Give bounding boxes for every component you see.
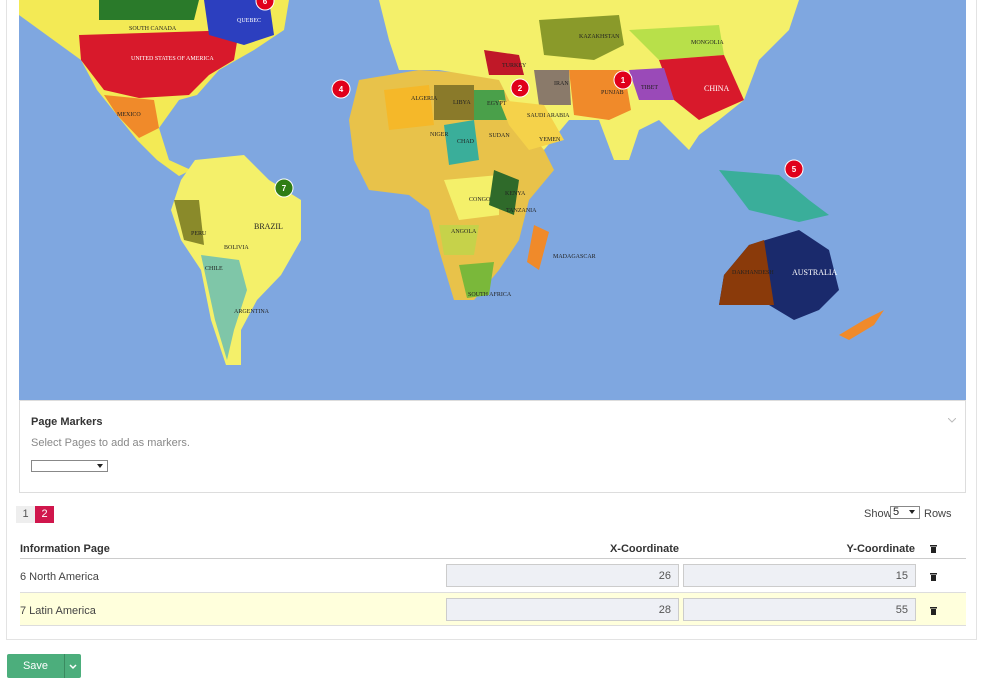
map-label: SUDAN xyxy=(489,133,510,139)
page-name: 6 North America xyxy=(20,571,99,583)
map-label: IRAN xyxy=(554,81,569,87)
map-label: TURKEY xyxy=(502,63,527,69)
y-input[interactable]: 15 xyxy=(683,564,916,587)
column-header: Y-Coordinate xyxy=(846,543,915,555)
map-label: CHILE xyxy=(205,266,223,272)
map-label: KENYA xyxy=(505,191,526,197)
region xyxy=(444,175,499,220)
delete-icon[interactable] xyxy=(930,606,937,618)
map-label: SOUTH AFRICA xyxy=(468,292,512,298)
y-input[interactable]: 55 xyxy=(683,598,916,621)
map-label: PERU xyxy=(191,231,207,237)
region xyxy=(444,120,479,165)
delete-icon[interactable] xyxy=(930,572,937,584)
marker-label: 1 xyxy=(621,76,626,85)
map-label: ARGENTINA xyxy=(234,309,270,315)
map-marker xyxy=(331,79,351,99)
marker-label: 4 xyxy=(339,85,344,94)
x-input[interactable]: 28 xyxy=(446,598,679,621)
map-label: PUNJAB xyxy=(601,90,624,96)
collapse-icon[interactable] xyxy=(948,418,956,424)
map-label: BOLIVIA xyxy=(224,245,249,251)
region xyxy=(629,25,724,60)
region xyxy=(104,95,159,138)
map-marker xyxy=(255,0,275,11)
panel-title: Page Markers xyxy=(31,416,103,428)
region xyxy=(534,70,571,105)
rows-label: Rows xyxy=(924,508,952,520)
page-markers-panel: Page Markers Select Pages to add as mark… xyxy=(19,400,966,493)
map-label: MONGOLIA xyxy=(691,40,724,46)
region xyxy=(474,90,509,120)
map-label: LIBYA xyxy=(453,100,471,106)
map-label: EGYPT xyxy=(487,101,507,107)
usa xyxy=(79,30,239,98)
map-label: AUSTRALIA xyxy=(792,268,838,277)
region xyxy=(484,50,524,75)
map-label: DAKHANDESH xyxy=(732,270,774,276)
x-input[interactable]: 26 xyxy=(446,564,679,587)
region xyxy=(434,85,474,120)
page-button[interactable]: 2 xyxy=(35,506,54,523)
marker-label: 6 xyxy=(263,0,268,6)
indonesia xyxy=(719,170,829,222)
divider xyxy=(20,592,966,593)
map-label: YEMEN xyxy=(539,137,561,143)
map-label: SOUTH CANADA xyxy=(129,26,177,32)
map-marker xyxy=(784,159,804,179)
map-label: MEXICO xyxy=(117,112,141,118)
region xyxy=(384,85,434,130)
map-label: CHINA xyxy=(704,84,730,93)
world-map: SOUTH CANADA QUEBEC UNITED STATES OF AMERI… xyxy=(19,0,966,401)
map-label: SAUDI ARABIA xyxy=(527,113,570,119)
madagascar xyxy=(527,225,549,270)
map-label: TIBET xyxy=(641,85,658,91)
region xyxy=(99,0,199,20)
map-label: NIGER xyxy=(430,132,448,138)
page-button[interactable]: 1 xyxy=(16,506,35,523)
region xyxy=(499,100,564,150)
new-zealand xyxy=(839,310,884,340)
page-name: 7 Latin America xyxy=(20,605,96,617)
map-label: TANZANIA xyxy=(506,208,537,214)
marker-label: 5 xyxy=(792,165,797,174)
region xyxy=(629,68,674,100)
region xyxy=(174,200,204,245)
map-marker xyxy=(613,70,633,90)
panel-hint: Select Pages to add as markers. xyxy=(31,437,190,449)
marker-label: 7 xyxy=(282,184,287,193)
region xyxy=(659,55,744,120)
map-label: ALGERIA xyxy=(411,96,438,102)
region xyxy=(489,170,519,215)
column-header: Information Page xyxy=(20,543,110,555)
delete-icon[interactable] xyxy=(930,544,937,556)
save-button[interactable]: Save xyxy=(7,654,64,678)
region xyxy=(204,0,274,45)
column-header: X-Coordinate xyxy=(609,543,679,555)
map-label: CHAD xyxy=(457,139,475,145)
region xyxy=(539,15,624,60)
map-label: MADAGASCAR xyxy=(553,254,596,260)
divider xyxy=(20,558,966,559)
marker-label: 2 xyxy=(518,84,523,93)
show-label: Show xyxy=(864,508,892,520)
region xyxy=(719,240,774,305)
page-select[interactable] xyxy=(31,460,108,472)
region xyxy=(439,225,479,255)
map-label: ANGOLA xyxy=(451,229,477,235)
save-dropdown[interactable] xyxy=(64,654,81,678)
rows-select[interactable]: 5 xyxy=(890,506,920,519)
region xyxy=(201,255,247,360)
map-label: CONGO xyxy=(469,197,491,203)
map-label: UNITED STATES OF AMERICA xyxy=(131,56,214,62)
map-marker xyxy=(510,78,530,98)
map-label: KAZAKHSTAN xyxy=(579,34,620,40)
card xyxy=(6,0,977,640)
map-label: QUEBEC xyxy=(237,18,261,24)
map-marker xyxy=(274,178,294,198)
region xyxy=(459,262,494,298)
map-label: BRAZIL xyxy=(254,222,283,231)
